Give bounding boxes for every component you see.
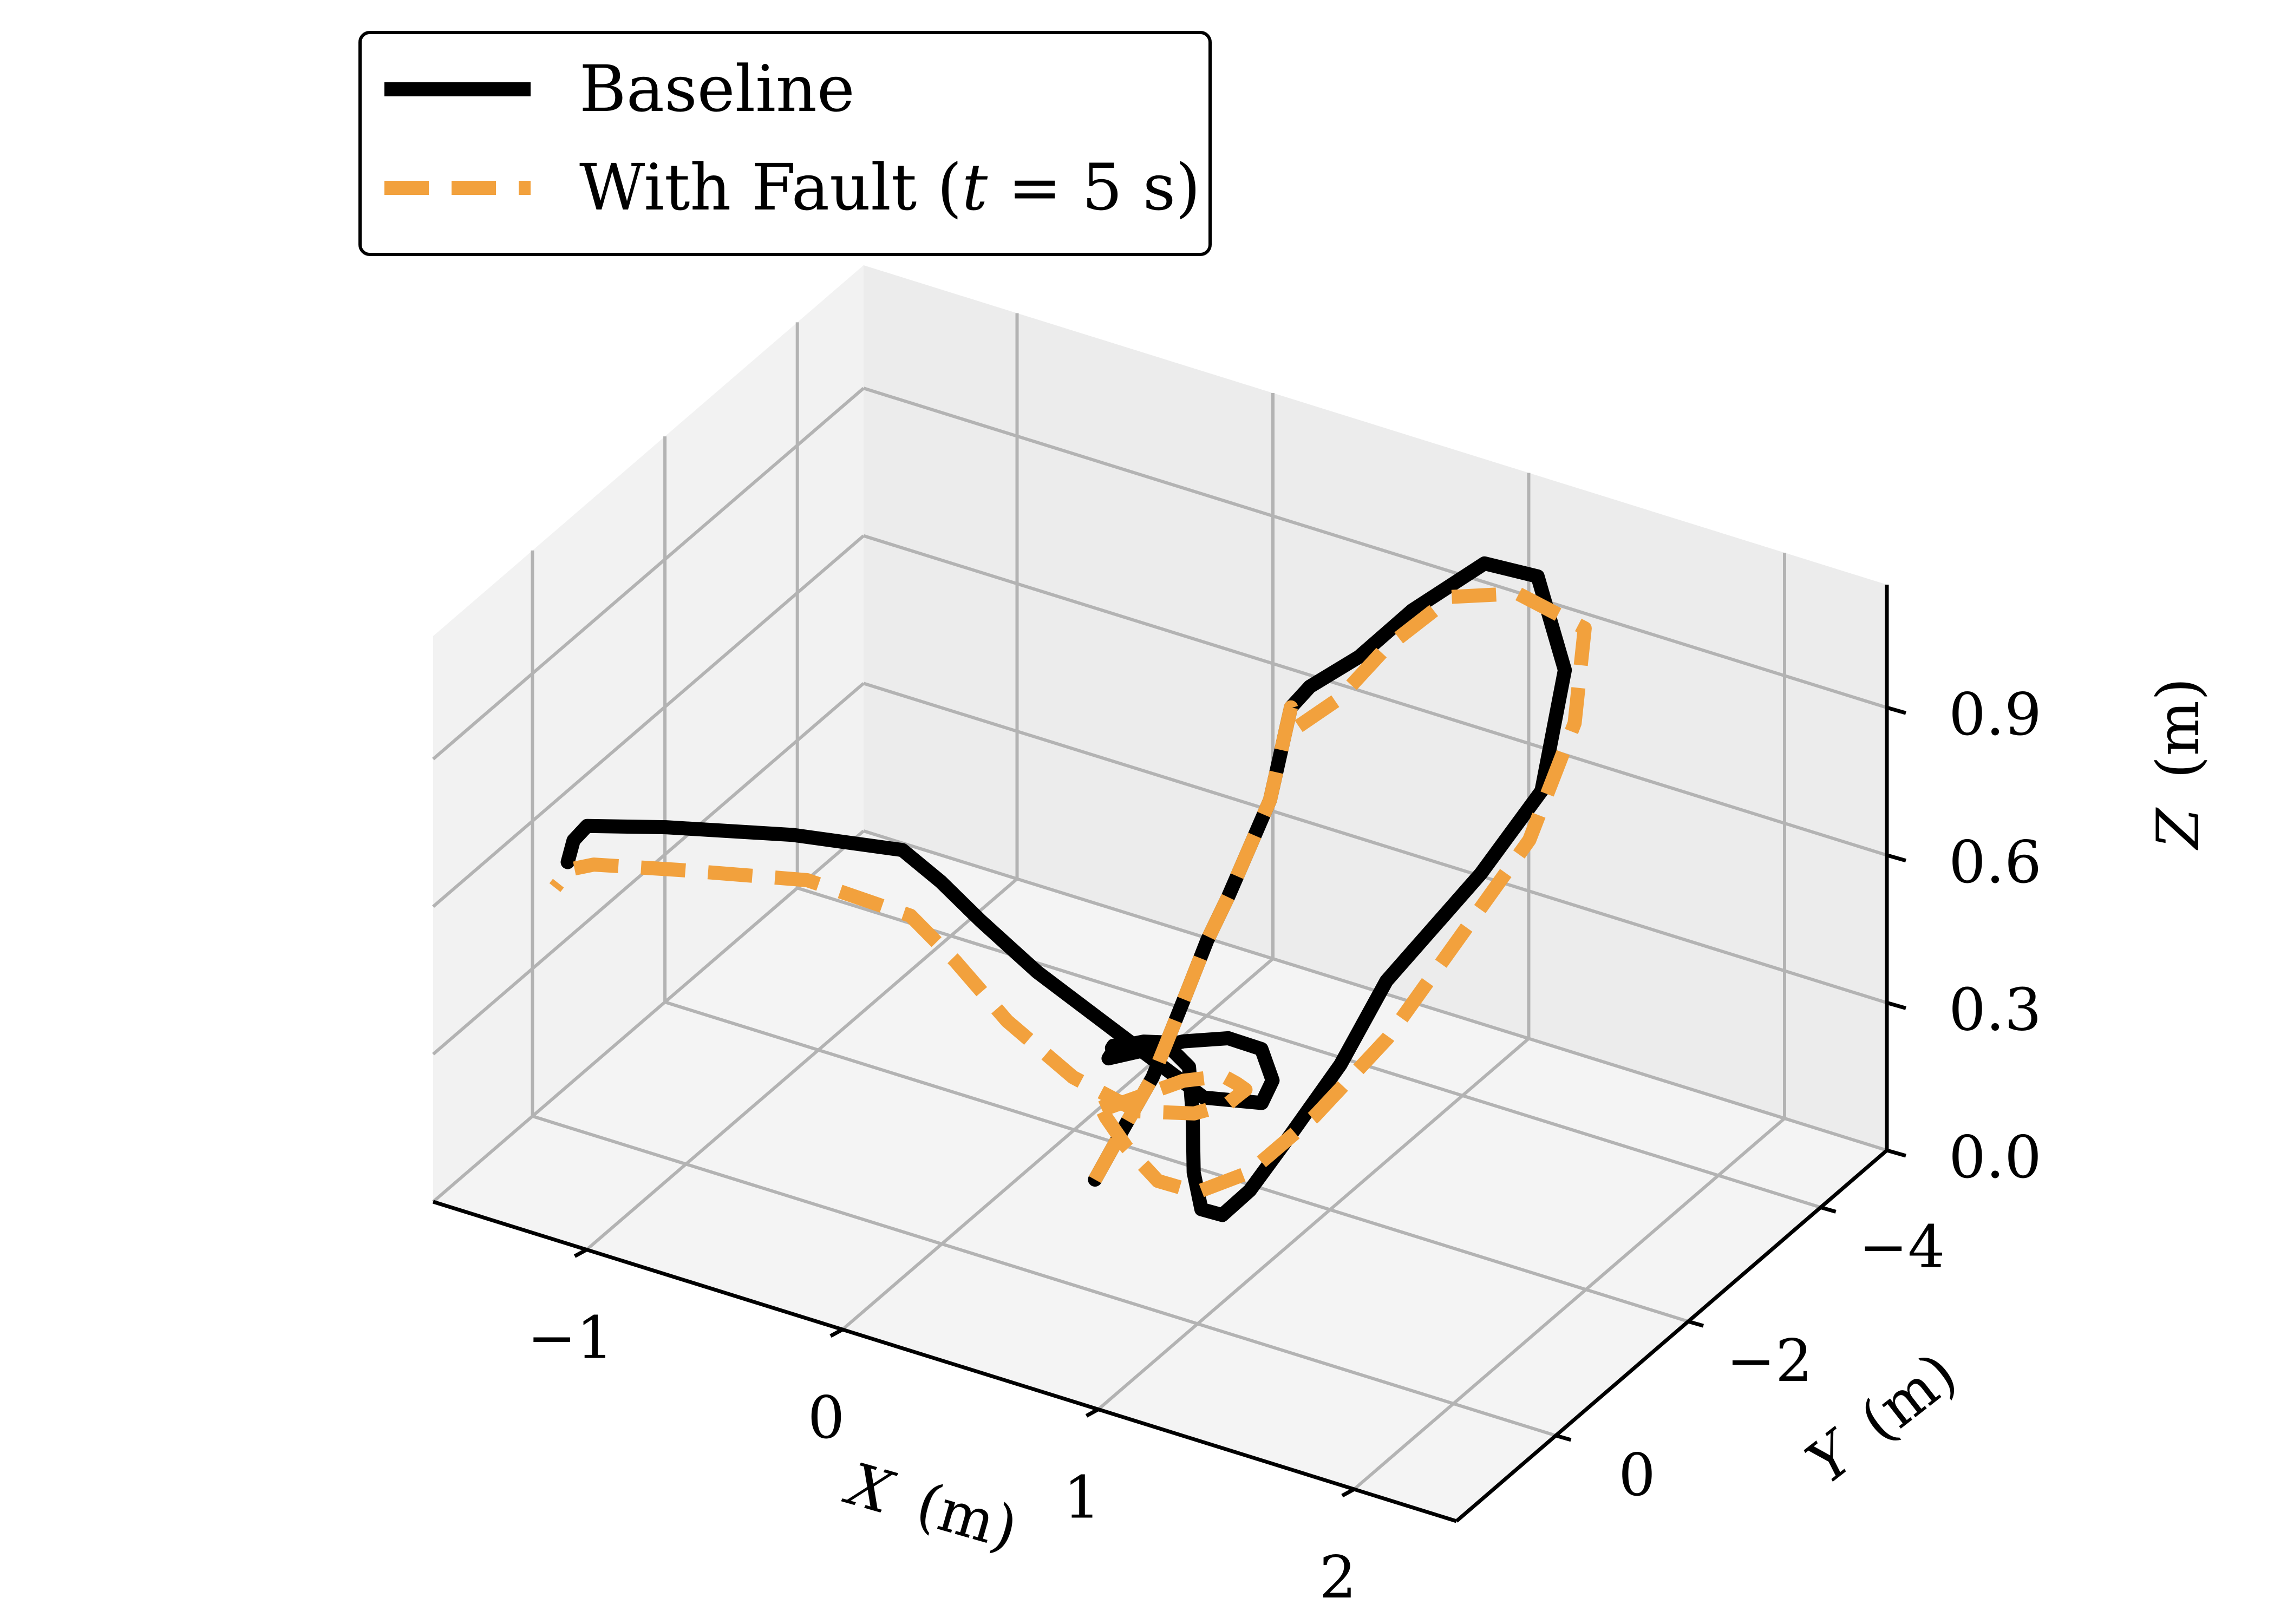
grid-line-y [664,1000,1689,1324]
pane-left [433,265,864,1202]
grid-line-z [432,387,865,761]
z-tick-mark [1886,1148,1906,1158]
grid-line-y [532,1115,1557,1437]
legend-baseline-label: Baseline [579,51,855,126]
grid-line-z [863,682,1887,1005]
x-tick-label: 2 [1319,1544,1357,1612]
x-axis-unit: (m) [909,1470,1025,1563]
legend-fault-suffix: ) [1175,150,1200,225]
grid-lines [432,313,1887,1491]
legend-fault-prefix: With Fault ( [579,150,962,225]
y-axis-var: Y [1794,1417,1870,1497]
y-tick-label: −2 [1726,1327,1812,1395]
legend-fault-eq: = 5 s [988,150,1175,225]
y-axis-unit: (m) [1848,1340,1969,1455]
x-tick-mark [829,1327,844,1338]
z-tick-label: 0.3 [1949,976,2042,1044]
legend: Baseline With Fault (t = 5 s) [358,31,1212,256]
grid-line-y [796,886,1821,1209]
y-axis-line [1455,1149,1889,1523]
grid-line-x [585,878,1018,1251]
y-tick-label: 0 [1618,1442,1656,1509]
grid-line-z [432,829,865,1203]
z-tick-mark [1886,853,1906,863]
z-tick-mark [1886,705,1906,715]
z-tick-label: 0.6 [1949,829,2042,896]
x-tick-mark [1341,1487,1355,1498]
y-axis-title: Y (m) [1794,1340,1969,1497]
x-tick-label: 0 [808,1384,845,1452]
axes-lines [432,585,1906,1523]
x-tick-label: −1 [527,1305,613,1372]
x-tick-mark [1085,1407,1100,1418]
legend-fault-label: With Fault (t = 5 s) [579,150,1200,225]
y-tick-label: −4 [1859,1213,1945,1281]
x-axis-var: X [837,1450,901,1528]
y-tick-mark [1555,1433,1572,1442]
x-axis-title: X (m) [837,1450,1025,1563]
grid-line-z [432,534,865,908]
legend-frame [358,31,1212,256]
series-baseline-line [560,556,1572,1222]
x-tick-mark [573,1248,588,1258]
legend-fault-var: t [962,150,988,225]
z-tick-mark [1886,1001,1906,1010]
y-tick-mark [1820,1206,1837,1214]
grid-line-x [1097,1037,1530,1411]
tick-labels: −1 0 1 2 −4 −2 0 0.0 0.3 0.6 0.9 [527,681,2042,1612]
grid-line-z [863,534,1887,857]
y-tick-mark [1688,1319,1704,1328]
pane-back [864,265,1887,1150]
z-axis-unit: (m) [2145,678,2212,779]
z-axis-var: Z [2145,807,2212,850]
grid-line-x [1353,1117,1786,1491]
x-axis-line [432,1200,1458,1523]
z-axis-title: Z (m) [2145,678,2212,850]
grid-line-z [863,387,1887,710]
z-tick-label: 0.0 [1949,1124,2042,1191]
z-tick-label: 0.9 [1949,681,2042,749]
grid-line-x [841,957,1274,1331]
x-tick-label: 1 [1063,1464,1101,1532]
